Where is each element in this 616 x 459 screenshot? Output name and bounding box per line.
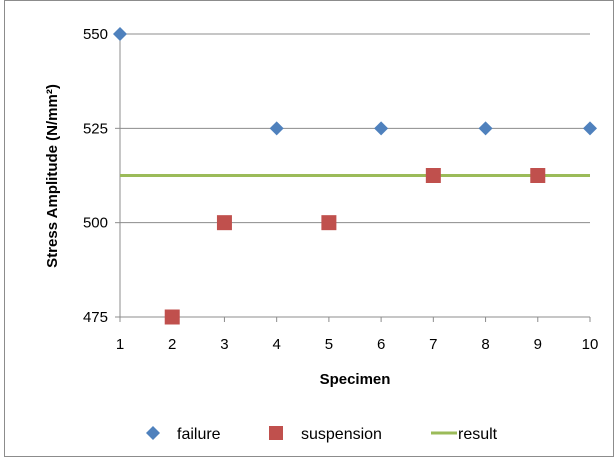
series-failure-point-5 bbox=[583, 121, 597, 136]
x-tick-label-10: 10 bbox=[582, 336, 599, 353]
x-tick-label-6: 6 bbox=[377, 336, 385, 353]
series-failure-point-2 bbox=[269, 121, 284, 136]
x-tick-label-8: 8 bbox=[481, 336, 489, 353]
plot-area bbox=[113, 27, 597, 325]
legend-failure-marker bbox=[146, 426, 160, 440]
series-suspension-point-1 bbox=[164, 309, 180, 325]
legend-suspension-marker bbox=[269, 426, 283, 440]
legend-failure-label: failure bbox=[177, 426, 221, 443]
legend-result-label: result bbox=[458, 426, 498, 443]
x-tick-label-3: 3 bbox=[220, 336, 228, 353]
x-tick-label-5: 5 bbox=[325, 336, 333, 353]
series-suspension-point-3 bbox=[321, 215, 337, 231]
x-tick-label-9: 9 bbox=[534, 336, 542, 353]
x-tick-label-4: 4 bbox=[272, 336, 280, 353]
y-tick-label-525: 525 bbox=[83, 120, 108, 137]
series-failure-point-4 bbox=[478, 121, 493, 136]
x-tick-label-7: 7 bbox=[429, 336, 437, 353]
tick-labels: 475 500 525 550 1 2 3 4 5 6 7 8 9 10 bbox=[83, 26, 598, 353]
series-suspension-point-4 bbox=[425, 168, 441, 183]
chart-area bbox=[4, 0, 614, 457]
y-axis-title: Stress Amplitude (N/mm²) bbox=[44, 84, 61, 268]
x-axis-title: Specimen bbox=[320, 371, 391, 388]
series-suspension-point-2 bbox=[216, 215, 232, 231]
series-suspension-point-5 bbox=[530, 168, 546, 183]
axes bbox=[115, 33, 591, 322]
legend-suspension-label: suspension bbox=[301, 426, 382, 443]
y-tick-label-475: 475 bbox=[83, 309, 108, 326]
y-tick-label-550: 550 bbox=[83, 26, 108, 43]
series-failure-point-3 bbox=[374, 121, 389, 136]
y-tick-label-500: 500 bbox=[83, 215, 108, 232]
x-tick-label-1: 1 bbox=[116, 336, 124, 353]
series-failure-point-1 bbox=[113, 27, 127, 41]
x-tick-label-2: 2 bbox=[168, 336, 176, 353]
legend: failure suspension result bbox=[146, 426, 498, 443]
